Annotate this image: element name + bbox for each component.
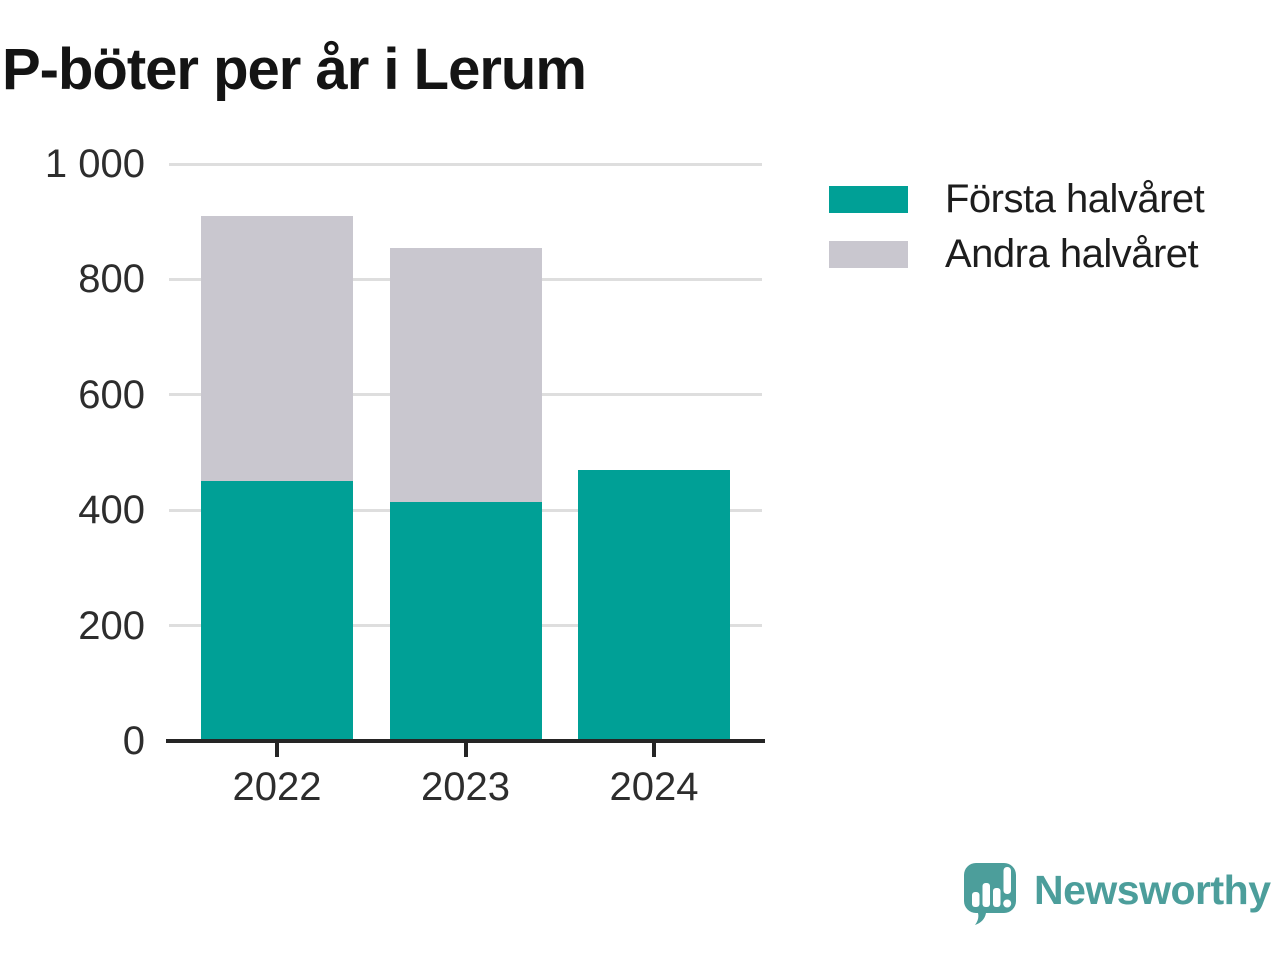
x-axis-line (166, 739, 765, 743)
y-tick-label-600: 600 (78, 372, 145, 417)
y-tick-label-400: 400 (78, 488, 145, 533)
y-tick-label-1000: 1 000 (44, 142, 145, 186)
legend-label-andra: Andra halvåret (945, 232, 1199, 276)
bar-2022-forsta (201, 481, 353, 741)
gridline-1000 (169, 162, 762, 166)
y-tick-label-0: 0 (122, 719, 145, 763)
y-tick-label-200: 200 (78, 603, 145, 648)
legend: Första halvåret Andra halvåret (829, 172, 1205, 282)
newsworthy-logo-icon (964, 863, 1016, 925)
bar-2022-andra (201, 215, 353, 482)
legend-item-andra: Andra halvåret (829, 227, 1204, 282)
bar-2024-forsta (578, 469, 730, 741)
chart-title: P-böter per år i Lerum (2, 37, 587, 102)
newsworthy-logo: Newsworthy (962, 861, 1271, 929)
legend-item-forsta: Första halvåret (829, 172, 1205, 227)
legend-label-forsta: Första halvåret (945, 177, 1205, 221)
bar-2023-forsta (389, 501, 542, 741)
x-tick-label-2024: 2024 (609, 765, 699, 809)
plot-area (167, 162, 764, 741)
x-tick-label-2023: 2023 (421, 765, 510, 809)
x-tick-label-2022: 2022 (232, 765, 322, 809)
y-tick-label-800: 800 (78, 257, 145, 302)
x-tick-2024 (652, 743, 656, 757)
x-tick-2022 (275, 743, 279, 757)
legend-swatch-forsta (829, 186, 908, 213)
legend-swatch-andra (829, 241, 908, 268)
x-tick-2023 (463, 743, 468, 757)
bar-2023-andra (389, 247, 542, 502)
newsworthy-logo-text: Newsworthy (1034, 867, 1271, 913)
